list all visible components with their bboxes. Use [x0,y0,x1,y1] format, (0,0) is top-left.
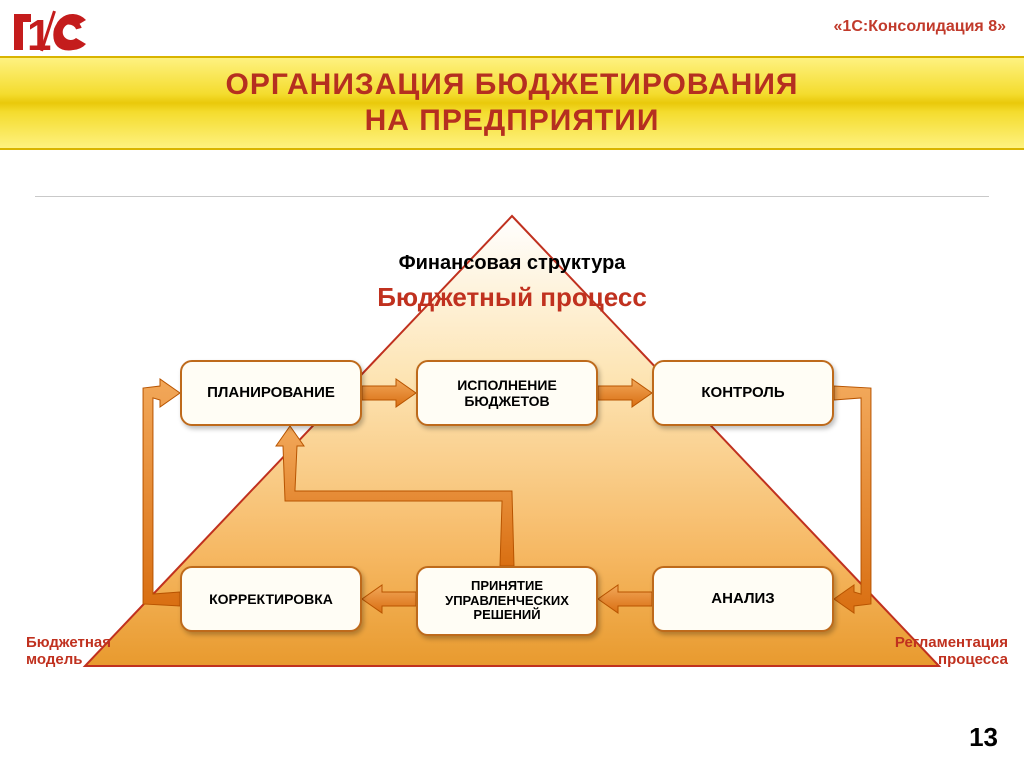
node-analyze: АНАЛИЗ [652,566,834,632]
arrow-decide-correct [362,585,416,613]
node-plan: ПЛАНИРОВАНИЕ [180,360,362,426]
header: 1C «1С:Консолидация 8» ОРГАНИЗАЦИЯ БЮДЖЕ… [0,0,1024,150]
label-budget-model: Бюджетная модель [26,634,111,669]
diagram: Финансовая структура Бюджетный процесс Б… [0,196,1024,736]
label-financial-structure: Финансовая структура [0,252,1024,275]
node-decide: ПРИНЯТИЕУПРАВЛЕНЧЕСКИХРЕШЕНИЙ [416,566,598,636]
page-number: 13 [969,722,998,753]
arrow-exec-control [598,379,652,407]
node-control: КОНТРОЛЬ [652,360,834,426]
svg-text:1C: 1C [27,11,83,54]
node-correct: КОРРЕКТИРОВКА [180,566,362,632]
arrow-correct-plan [143,379,180,606]
label-process-regulation: Регламентация процесса [895,634,1008,669]
arrow-decide-plan [276,426,514,566]
page-title: ОРГАНИЗАЦИЯ БЮДЖЕТИРОВАНИЯ НА ПРЕДПРИЯТИ… [226,67,799,139]
arrow-plan-exec [362,379,416,407]
node-exec: ИСПОЛНЕНИЕБЮДЖЕТОВ [416,360,598,426]
arrow-analyze-decide [598,585,652,613]
diagram-svg [0,196,1024,736]
product-label: «1С:Консолидация 8» [834,18,1006,36]
logo-1c: 1C [14,6,92,54]
arrow-control-analyze [834,386,871,613]
title-bar: ОРГАНИЗАЦИЯ БЮДЖЕТИРОВАНИЯ НА ПРЕДПРИЯТИ… [0,56,1024,150]
label-budget-process: Бюджетный процесс [0,282,1024,313]
